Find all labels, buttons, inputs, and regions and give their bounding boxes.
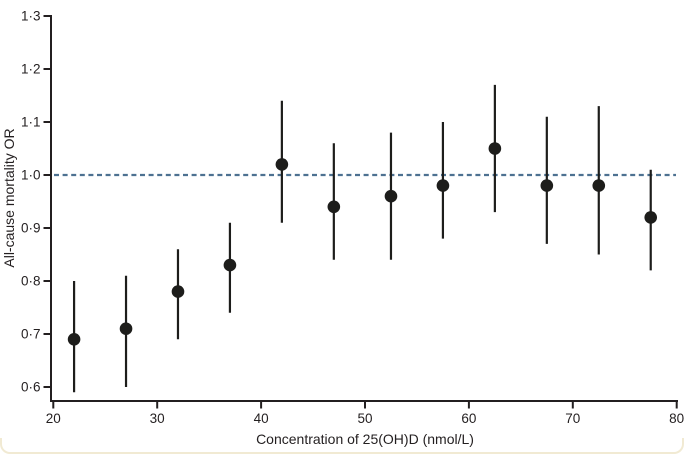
y-tick-label: 0·8 (21, 274, 41, 289)
y-tick-label: 1·1 (21, 115, 41, 130)
data-point-marker (223, 258, 237, 272)
data-point-marker (384, 189, 398, 203)
data-point-marker (540, 179, 554, 192)
data-point-marker (488, 142, 502, 155)
data-point-marker (67, 333, 81, 346)
data-point-marker (275, 158, 289, 171)
x-tick-label: 50 (357, 411, 372, 426)
y-tick-label: 0·6 (21, 380, 41, 395)
data-point-marker (592, 179, 606, 192)
x-tick-label: 20 (46, 411, 61, 426)
y-tick-label: 1·0 (21, 168, 41, 183)
data-point-marker (327, 200, 341, 214)
x-tick-label: 60 (461, 411, 476, 426)
x-tick-label: 30 (150, 411, 165, 426)
x-tick-label: 40 (254, 411, 269, 426)
y-tick-label: 0·7 (21, 327, 41, 342)
x-axis-title: Concentration of 25(OH)D (nmol/L) (256, 431, 474, 447)
y-tick-label: 0·9 (21, 221, 41, 236)
x-tick-label: 70 (565, 411, 580, 426)
data-point-marker (119, 322, 133, 336)
y-tick-label: 1·2 (21, 62, 41, 77)
y-axis-title: All-cause mortality OR (1, 128, 17, 267)
axes: 0·6 0·7 0·8 0·9 1·0 1·1 1·2 1·3 20 30 40 50 60 70 80 (21, 9, 684, 427)
x-tick-label: 80 (669, 411, 684, 426)
data-series (67, 84, 658, 393)
data-point-marker (171, 285, 185, 298)
y-tick-label: 1·3 (21, 9, 41, 24)
data-point-marker (436, 179, 450, 192)
data-point-marker (644, 211, 658, 224)
